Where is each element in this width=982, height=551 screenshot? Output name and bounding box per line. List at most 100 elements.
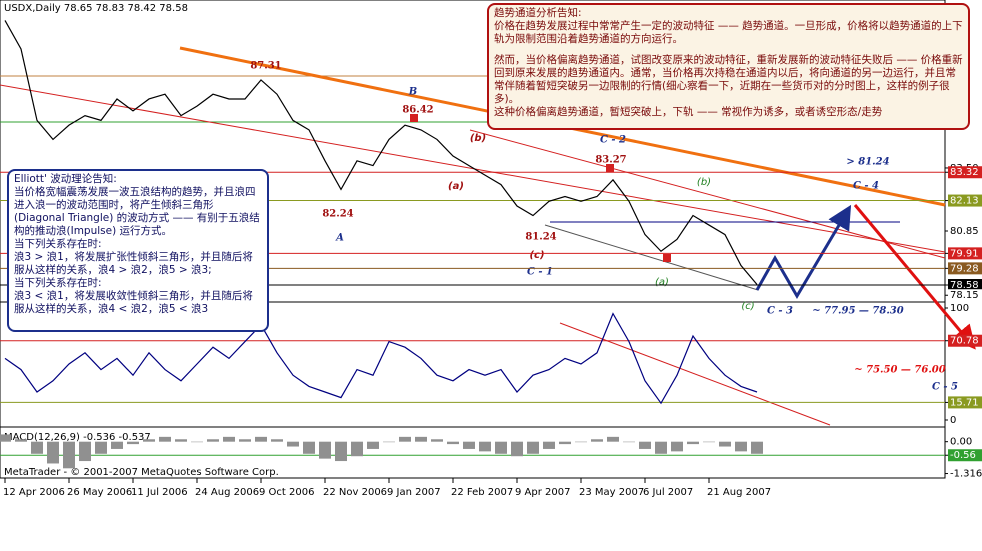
plot-frame <box>0 0 946 479</box>
y-tick-label: 78.58 <box>950 280 979 291</box>
histogram-bar <box>47 441 59 464</box>
annotation: C - 1 <box>527 267 553 278</box>
note-text: 然而，当价格偏离趋势通道，试图改变原来的波动特征，重新发展新的波动特征失败后 —… <box>494 54 963 105</box>
x-tick-label: 23 May 2007 <box>579 487 644 498</box>
histogram-bar <box>127 441 139 445</box>
annotation: (a) <box>655 277 669 288</box>
histogram-bar <box>687 441 699 445</box>
y-tick-label: 83.32 <box>950 167 979 178</box>
y-tick-box <box>948 247 982 260</box>
histogram-bar <box>15 439 27 442</box>
elliott-note: Elliott' 波动理论告知: 当价格宽幅震荡发展一波五浪结构的趋势，并且浪四… <box>7 169 269 332</box>
x-tick-label: 24 Aug 2006 <box>195 487 259 498</box>
y-tick-box <box>948 166 982 179</box>
y-tick-box <box>948 225 982 238</box>
histogram-bar <box>735 441 747 452</box>
annotation: (a) <box>448 181 464 192</box>
histogram-bar <box>415 436 427 442</box>
price-line <box>4 20 758 285</box>
histogram-bar <box>0 434 11 442</box>
y-tick-box <box>948 289 982 302</box>
annotation: 82.24 <box>322 209 353 220</box>
y-tick-box <box>948 449 982 462</box>
histogram-bar <box>751 441 763 454</box>
pivot-marker <box>606 164 614 172</box>
histogram-bar <box>671 441 683 452</box>
y-tick-box <box>948 334 982 347</box>
note-text: 浪3 < 浪1，将发展收敛性倾斜三角形，并且随后将服从这样的关系，浪4 < 浪2… <box>14 290 253 315</box>
annotation: B <box>408 87 417 98</box>
histogram-bar <box>175 439 187 442</box>
annotation: C - 4 <box>853 181 879 192</box>
annotation: ~ 77.95 — 78.30 <box>812 306 903 317</box>
annotation: 83.27 <box>595 155 626 166</box>
histogram-bar <box>111 441 123 449</box>
histogram-bar <box>79 441 91 462</box>
histogram-bar <box>575 441 587 443</box>
note-text: 这种价格偏离趋势通道，暂短突破上，下轨 —— 常视作为诱多，或者诱空形态/走势 <box>494 106 883 118</box>
annotation: A <box>335 233 344 244</box>
histogram-bar <box>447 441 459 445</box>
annotation: C - 3 <box>767 306 793 317</box>
note-title: Elliott' 波动理论告知: <box>14 173 117 185</box>
histogram-bar <box>655 441 667 454</box>
histogram-bar <box>63 441 75 469</box>
histogram-bar <box>399 436 411 442</box>
note-text: 价格在趋势发展过程中常常产生一定的波动特征 —— 趋势通道。一旦形成，价格将以趋… <box>494 20 963 45</box>
note-text: 当价格宽幅震荡发展一波五浪结构的趋势，并且浪四进入浪一的波动范围时，将产生倾斜三… <box>14 186 260 237</box>
histogram-bar <box>719 441 731 447</box>
histogram-bar <box>143 439 155 442</box>
chart-title: USDX,Daily 78.65 78.83 78.42 78.58 <box>4 3 188 14</box>
histogram-bar <box>463 441 475 449</box>
histogram-bar <box>95 441 107 454</box>
projection <box>853 204 976 350</box>
y-tick-label: 70.78 <box>950 336 979 347</box>
histogram-bar <box>543 441 555 449</box>
annotation: 87.31 <box>250 61 281 72</box>
histogram-bar <box>239 439 251 442</box>
annotation: (b) <box>470 133 486 144</box>
histogram-bar <box>303 441 315 454</box>
y-tick-label: 80.85 <box>950 226 979 237</box>
histogram-bar <box>511 441 523 457</box>
histogram-bar <box>191 441 203 443</box>
histogram-bar <box>287 441 299 447</box>
histogram-bar <box>351 441 363 457</box>
annotation: ~ 75.50 — 76.00 <box>854 365 945 376</box>
histogram-bar <box>623 441 635 443</box>
annotation: (c) <box>529 250 544 261</box>
annotation: > 81.24 <box>846 157 889 168</box>
x-tick-label: 22 Feb 2007 <box>451 487 513 498</box>
x-tick-label: 21 Aug 2007 <box>707 487 771 498</box>
histogram-bar <box>559 441 571 445</box>
channel-line <box>469 129 946 259</box>
note-text: 当下列关系存在时: <box>14 277 102 289</box>
histogram-bar <box>431 439 443 442</box>
annotation: (b) <box>697 177 711 188</box>
annotation: (c) <box>741 301 754 312</box>
histogram-bar <box>495 441 507 454</box>
y-tick-label: 100 <box>950 303 969 314</box>
y-tick-box <box>948 414 982 426</box>
pivot-marker <box>663 254 671 262</box>
histogram-bar <box>479 441 491 452</box>
histogram-bar <box>703 441 715 443</box>
y-tick-label: 0 <box>950 415 956 426</box>
y-tick-box <box>948 279 982 292</box>
histogram-bar <box>367 441 379 449</box>
histogram-bar <box>159 436 171 442</box>
histogram-bar <box>319 441 331 459</box>
histogram-bar <box>31 441 43 454</box>
annotation: C - 2 <box>600 135 626 146</box>
histogram-bar <box>223 436 235 442</box>
x-tick-label: 9 Oct 2006 <box>259 487 314 498</box>
y-tick-label: 82.13 <box>950 196 979 207</box>
x-tick-label: 9 Jan 2007 <box>387 487 441 498</box>
x-tick-label: 11 Jul 2006 <box>131 487 188 498</box>
channel-line <box>544 224 759 291</box>
y-tick-label: 15.71 <box>950 397 979 408</box>
x-tick-label: 26 May 2006 <box>67 487 132 498</box>
y-tick-box <box>948 302 982 314</box>
annotation: 86.42 <box>402 105 433 116</box>
